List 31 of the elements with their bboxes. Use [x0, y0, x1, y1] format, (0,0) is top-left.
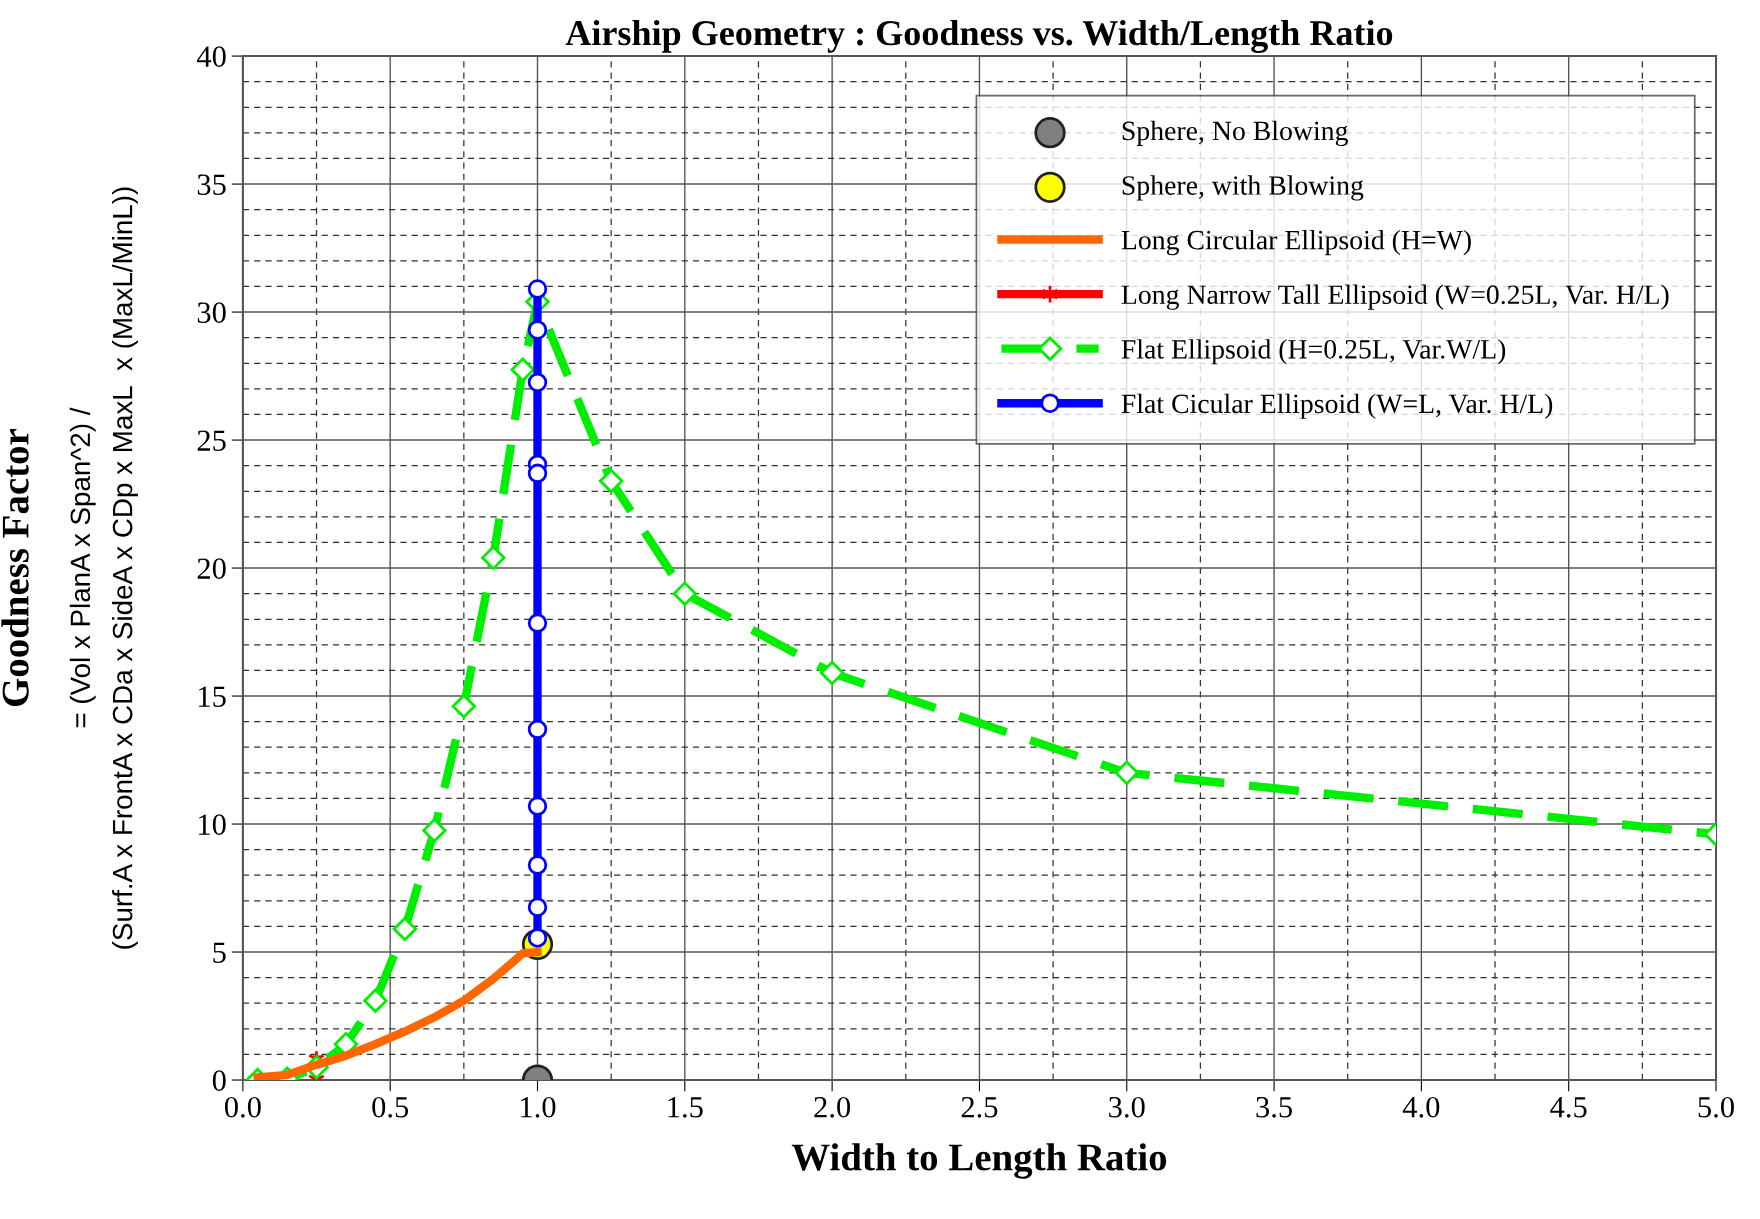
x-axis-title: Width to Length Ratio: [791, 1143, 1167, 1179]
x-tick-label: 3.5: [1256, 1096, 1292, 1118]
y-tick-label: 25: [197, 430, 226, 451]
x-tick-label: 4.0: [1402, 1096, 1440, 1118]
y-tick-label: 40: [196, 46, 226, 67]
x-tick-label: 2.0: [814, 1096, 851, 1118]
text: (Surf.A x FrontA x CDa x SideA x CDp x MaxL x (MaxL/MinL)): [112, 187, 138, 949]
x-tick-label: 3.0: [1109, 1096, 1145, 1118]
y-axis-title: Goodness Factor: [1, 429, 29, 707]
y-tick-label: 30: [197, 302, 226, 323]
legend-label: Sphere, No Blowing: [1122, 120, 1348, 146]
y-tick-label: 10: [199, 814, 226, 835]
y-tick-label: 15: [199, 686, 226, 707]
legend-label: Sphere, with Blowing: [1122, 175, 1364, 201]
y-tick-label: 20: [197, 558, 226, 579]
x-tick-label: 0.0: [224, 1096, 261, 1118]
x-tick-label: 0.5: [372, 1096, 409, 1118]
x-tick-label: 1.0: [521, 1096, 556, 1118]
x-tick-label: 1.5: [668, 1097, 703, 1118]
legend-label: Long Circular Ellipsoid (H=W): [1121, 229, 1471, 256]
y-tick-label: 35: [197, 174, 226, 195]
x-tick-label: 5.0: [1698, 1096, 1734, 1118]
legend-label: Flat Ellipsoid (H=0.25L, Var.W/L): [1121, 339, 1506, 365]
y-tick-label: 0: [212, 1070, 226, 1091]
text: = (Vol x PlanA x Span^2) /: [69, 407, 96, 728]
legend-label: Flat Cicular Ellipsoid (W=L, Var. H/L): [1121, 393, 1553, 419]
chart-title: Airship Geometry : Goodness vs. Width/Length Ratio: [565, 19, 1393, 53]
x-tick-label: 2.5: [961, 1096, 998, 1118]
x-tick-label: 4.5: [1550, 1097, 1587, 1118]
legend-label: Long Narrow Tall Ellipsoid (W=0.25L, Var. H/L): [1121, 284, 1669, 310]
y-tick-label: 5: [213, 942, 226, 963]
